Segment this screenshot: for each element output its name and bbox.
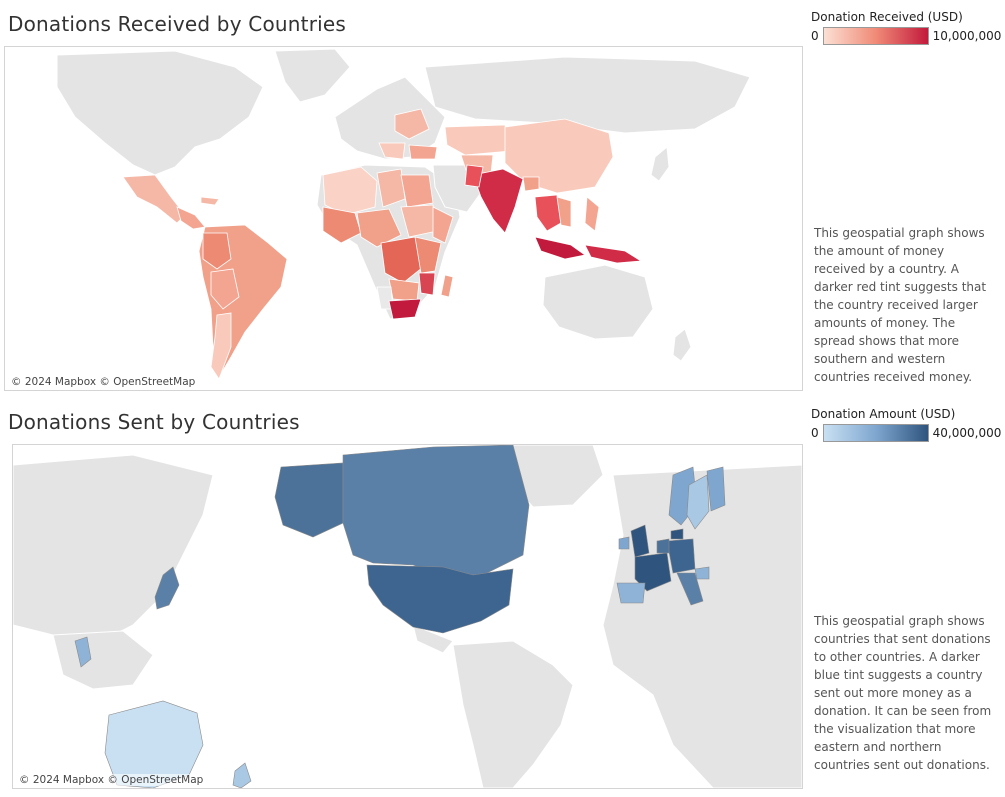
country-france[interactable]: [634, 552, 672, 592]
country-uk[interactable]: [630, 524, 650, 558]
sent-description: This geospatial graph shows countries th…: [814, 614, 992, 772]
sent-map-countries[interactable]: [74, 445, 726, 788]
sent-legend-max: 40,000,000: [932, 426, 1002, 440]
country-italy[interactable]: [676, 572, 704, 606]
sent-map-basemap: [13, 445, 802, 788]
sent-map[interactable]: © 2024 Mapbox © OpenStreetMap: [12, 444, 803, 789]
country-mozambique[interactable]: [418, 272, 436, 296]
received-map-title: Donations Received by Countries: [8, 12, 346, 36]
country-thailand[interactable]: [74, 636, 92, 668]
country-balkans[interactable]: [378, 142, 406, 160]
country-indonesia-east[interactable]: [584, 244, 643, 264]
country-colombia-region[interactable]: [202, 232, 232, 270]
sent-legend: Donation Amount (USD) 0 40,000,000: [811, 407, 1001, 442]
country-austria-region[interactable]: [694, 566, 710, 580]
country-vietnam[interactable]: [556, 196, 572, 228]
received-map-countries[interactable]: [122, 108, 643, 380]
country-philippines[interactable]: [584, 196, 600, 232]
country-turkey[interactable]: [408, 144, 438, 160]
country-chile-argentina[interactable]: [210, 312, 232, 380]
country-canada[interactable]: [342, 445, 530, 576]
country-mexico[interactable]: [122, 174, 186, 224]
country-netherlands-belgium[interactable]: [656, 538, 670, 554]
sent-map-title: Donations Sent by Countries: [8, 410, 300, 434]
received-map-attribution[interactable]: © 2024 Mapbox © OpenStreetMap: [11, 376, 196, 388]
country-egypt[interactable]: [400, 174, 434, 208]
country-china[interactable]: [504, 118, 614, 194]
country-west-africa[interactable]: [322, 206, 362, 244]
country-caribbean[interactable]: [200, 196, 220, 206]
received-legend: Donation Received (USD) 0 10,000,000: [811, 10, 1001, 45]
country-india[interactable]: [472, 168, 524, 234]
country-kazakhstan[interactable]: [444, 124, 512, 156]
country-nigeria-region[interactable]: [356, 208, 402, 248]
country-nepal-bangladesh[interactable]: [522, 176, 540, 192]
country-finland[interactable]: [706, 466, 726, 512]
received-legend-min: 0: [811, 29, 819, 43]
country-myanmar-thailand[interactable]: [534, 194, 562, 232]
country-usa[interactable]: [366, 564, 514, 634]
country-libya-region[interactable]: [376, 168, 406, 208]
received-legend-gradient: [822, 27, 929, 45]
country-zambia-region[interactable]: [388, 278, 420, 302]
country-new-zealand[interactable]: [232, 762, 252, 788]
received-legend-max: 10,000,000: [932, 29, 1002, 43]
received-legend-title: Donation Received (USD): [811, 10, 963, 24]
country-horn-africa[interactable]: [432, 206, 454, 244]
country-alaska[interactable]: [274, 462, 344, 538]
country-peru-bolivia[interactable]: [210, 268, 240, 310]
sent-legend-gradient: [822, 424, 929, 442]
country-spain[interactable]: [616, 582, 646, 604]
sent-map-attribution[interactable]: © 2024 Mapbox © OpenStreetMap: [19, 774, 204, 786]
country-denmark[interactable]: [670, 528, 684, 540]
country-north-africa[interactable]: [322, 166, 378, 216]
country-ukraine[interactable]: [394, 108, 430, 140]
country-south-africa[interactable]: [388, 298, 422, 320]
sent-map-canvas[interactable]: [13, 445, 802, 788]
sent-legend-min: 0: [811, 426, 819, 440]
country-indonesia-west[interactable]: [534, 236, 586, 260]
received-map[interactable]: © 2024 Mapbox © OpenStreetMap: [4, 46, 803, 391]
received-description: This geospatial graph shows the amount o…: [814, 226, 987, 384]
country-central-america[interactable]: [176, 206, 206, 230]
country-east-africa[interactable]: [414, 236, 442, 274]
country-japan[interactable]: [154, 566, 180, 610]
country-ireland[interactable]: [618, 536, 630, 550]
country-sweden[interactable]: [686, 474, 710, 530]
country-drc[interactable]: [380, 236, 424, 284]
sent-legend-title: Donation Amount (USD): [811, 407, 956, 421]
country-pakistan[interactable]: [464, 164, 484, 188]
country-madagascar[interactable]: [440, 274, 454, 298]
received-map-canvas[interactable]: [5, 47, 802, 390]
